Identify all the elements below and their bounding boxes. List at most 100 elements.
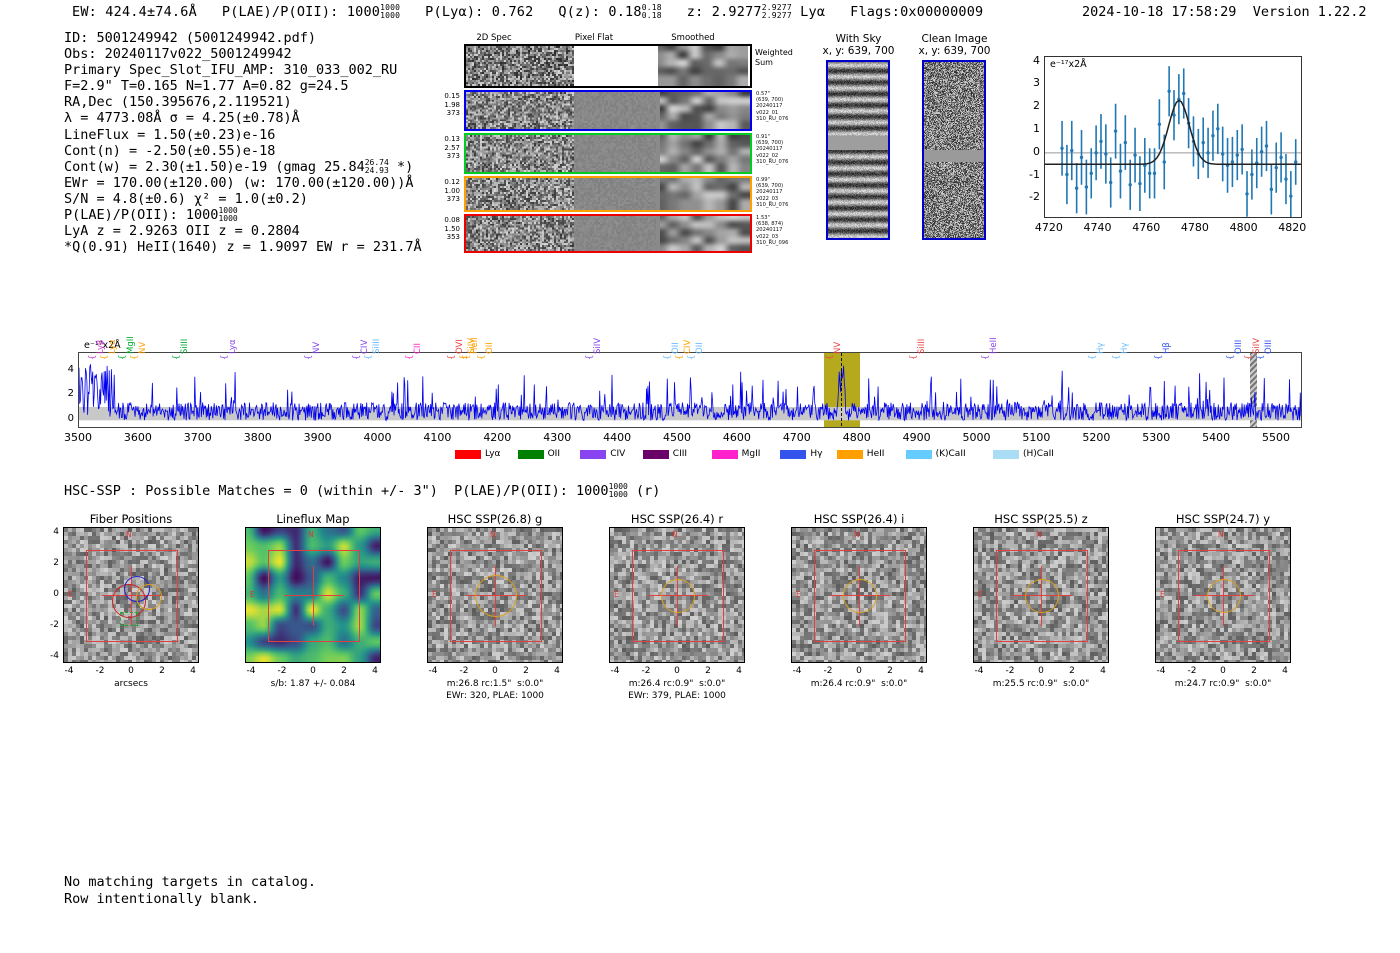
- cutout-xtick: 4: [554, 666, 560, 676]
- with-sky-image-title: With Sky: [835, 33, 882, 45]
- cutout-xtick: -4: [64, 666, 74, 676]
- cutout-ytick: -4: [50, 651, 59, 661]
- zoom-xtick: 4780: [1180, 221, 1209, 234]
- zoom-spectrum-plot-area[interactable]: [1044, 56, 1302, 218]
- fiber-row-stats: 0.12 1.00 373: [444, 178, 460, 204]
- info-id: ID: 5001249942 (5001249942.pdf): [64, 30, 316, 46]
- fiber-spec-row[interactable]: [464, 133, 752, 174]
- emission-line-label: SiIII: [179, 338, 190, 354]
- zoom-xtick: 4800: [1229, 221, 1258, 234]
- fiber-row-meta: 0.99" (639, 700) 20240117 v022_03 310_RU…: [756, 177, 789, 208]
- emission-line-brace: {: [219, 354, 230, 360]
- clean-image-coords: x, y: 639, 700: [918, 45, 991, 57]
- spec2d-column-title-2: Smoothed: [671, 33, 715, 43]
- legend-label: Hγ: [810, 449, 823, 459]
- header-frac1-bot: 1000: [380, 11, 401, 20]
- emission-line-label: CIV: [359, 339, 370, 354]
- compass-north: N: [672, 530, 678, 539]
- full-spectrum-xtick: 4000: [363, 431, 392, 444]
- cutout-xtick: -4: [1156, 666, 1166, 676]
- cutout-caption: m:24.7 rc:0.9" s:0.0": [1174, 679, 1272, 689]
- cutout-xtick: -4: [428, 666, 438, 676]
- spec2d-column-title-0: 2D Spec: [476, 33, 512, 43]
- zoom-xtick: 4760: [1132, 221, 1161, 234]
- fiber-spec-row[interactable]: [464, 90, 752, 131]
- cutout-title: HSC SSP(26.8) g: [447, 512, 543, 526]
- cutout-title: HSC SSP(25.5) z: [994, 512, 1088, 526]
- aperture-square: [268, 550, 360, 642]
- header-timestamp-block: 2024-10-18 17:58:29 Version 1.22.2: [1082, 4, 1367, 20]
- cutout-title: HSC SSP(26.4) r: [630, 512, 724, 526]
- cutout-xtick: -2: [641, 666, 651, 676]
- full-spectrum-xtick: 4500: [663, 431, 692, 444]
- header-frac2-bot: 0.18: [641, 11, 662, 20]
- emission-line-brace: {: [351, 354, 362, 360]
- cutout-xtick: -4: [974, 666, 984, 676]
- emission-line-label: SiIV: [467, 337, 478, 354]
- fiber-spec-row[interactable]: [464, 214, 752, 253]
- legend-swatch: [642, 450, 669, 459]
- zoom-ytick: -1: [1029, 167, 1040, 181]
- cutout-ytick: 0: [53, 589, 59, 599]
- cutout-xtick: 4: [1100, 666, 1106, 676]
- full-spectrum-xtick: 4900: [902, 431, 931, 444]
- emission-line-brace: {: [686, 354, 697, 360]
- spec2d-column-title-1: Pixel Flat: [574, 33, 614, 43]
- fiber-marker-green: [120, 612, 138, 626]
- full-spectrum-xtick: 5300: [1142, 431, 1171, 444]
- emission-line-brace: {: [824, 354, 835, 360]
- cutout-title: Fiber Positions: [89, 512, 173, 526]
- legend-label: Lyα: [485, 449, 501, 459]
- full-spectrum-plot-area[interactable]: [78, 352, 1302, 428]
- footer-line-2: Row intentionally blank.: [64, 891, 260, 907]
- info-spec-slot: Primary Spec_Slot_IFU_AMP: 310_033_002_R…: [64, 62, 398, 79]
- hsc-ssp-match-line: HSC-SSP : Possible Matches = 0 (within +…: [64, 482, 661, 500]
- compass-east: E: [68, 590, 73, 599]
- full-spectrum-xtick: 4100: [423, 431, 452, 444]
- emission-line-label: Hγ: [1096, 342, 1107, 354]
- clean-image[interactable]: [922, 60, 986, 240]
- full-spectrum-xtick: 3600: [123, 431, 152, 444]
- aperture-square: [814, 550, 906, 642]
- cutout-xtick: -2: [1005, 666, 1015, 676]
- cutout-title: Lineflux Map: [276, 512, 350, 526]
- cutout-xtick: -4: [246, 666, 256, 676]
- full-spectrum-xtick: 4400: [603, 431, 632, 444]
- cutout-caption: s/b: 1.87 +/- 0.084: [270, 679, 356, 689]
- emission-line-brace: {: [171, 354, 182, 360]
- info-radec: RA,Dec (150.395676,2.119521): [64, 94, 292, 111]
- timestamp: 2024-10-18 17:58:29: [1082, 4, 1237, 20]
- with-sky-image[interactable]: [826, 60, 890, 240]
- full-spectrum-xtick: 4300: [543, 431, 572, 444]
- cutout-xtick: 2: [523, 666, 529, 676]
- info-plae: P(LAE)/P(OII): 1000 1000 1000: [64, 206, 238, 224]
- crosshair-vertical: [313, 566, 314, 626]
- cutout-title: HSC SSP(26.4) i: [813, 512, 905, 526]
- fiber-row-stats: 0.13 2.57 373: [444, 135, 460, 161]
- info-ewr: EWr = 170.00(±120.00) (w: 170.00(±120.00…: [64, 174, 414, 191]
- cutout-title: HSC SSP(24.7) y: [1175, 512, 1271, 526]
- emission-line-label: OVI: [455, 339, 466, 354]
- emission-line-label: Hγ: [1120, 342, 1131, 354]
- cutout-xtick: 2: [887, 666, 893, 676]
- header-summary: EW: 424.4±74.6Å P(LAE)/P(OII): 1000 1000 1…: [72, 4, 983, 21]
- emission-line-label: OIII: [1264, 339, 1275, 354]
- fiber-spec-row[interactable]: [464, 176, 752, 212]
- emission-line-brace: {: [447, 354, 458, 360]
- emission-line-label: Lyβ: [95, 339, 106, 354]
- emission-line-label: MgII: [125, 336, 136, 354]
- cutout-xtick: 0: [310, 666, 316, 676]
- full-spectrum-xtick: 4700: [782, 431, 811, 444]
- zoom-ytick: 4: [1033, 53, 1040, 67]
- zoom-spectrum-unit-annotation: e⁻¹⁷x2Å: [1050, 59, 1087, 70]
- full-spectrum-svg: [79, 353, 1301, 427]
- legend-swatch: [711, 450, 738, 459]
- emission-line-label: OII: [694, 342, 705, 354]
